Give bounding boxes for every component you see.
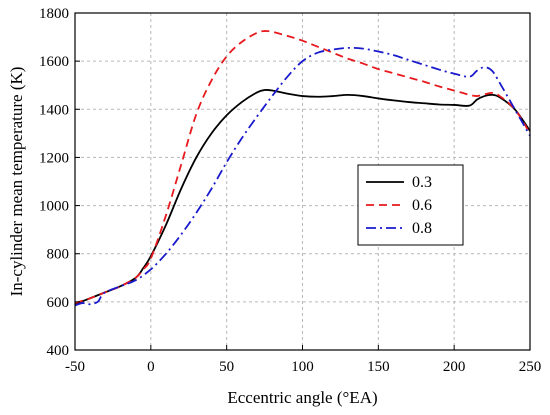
series-line-1 [74,30,531,304]
y-tick-label: 1800 [39,6,69,22]
x-tick-label: 250 [519,359,542,375]
legend-label: 0.3 [412,174,432,191]
x-tick-label: -50 [65,359,85,375]
series-lines [74,30,531,307]
y-tick-label: 800 [47,247,70,263]
axis-ticks: -50 0 50 100 150 200 250 400 600 800 1000 1200 1400 1… [39,6,541,375]
y-axis-title: In-cylinder mean temperature (K) [7,67,26,297]
y-tick-label: 1600 [39,54,69,70]
y-tick-label: 1200 [39,150,69,166]
y-tick-label: 400 [47,343,70,359]
x-tick-label: 50 [219,359,234,375]
x-tick-label: 0 [147,359,155,375]
legend-label: 0.8 [412,220,432,237]
series-line-2 [74,46,531,307]
y-tick-label: 600 [47,295,70,311]
x-tick-label: 150 [367,359,390,375]
x-tick-label: 100 [291,359,314,375]
y-tick-label: 1400 [39,102,69,118]
y-tick-label: 1000 [39,199,69,215]
legend-label: 0.6 [412,197,432,214]
legend: 0.3 0.6 0.8 [357,164,464,246]
series-line-0 [74,88,531,306]
x-axis-title: Eccentric angle (°EA) [227,388,377,407]
x-tick-label: 200 [443,359,466,375]
legend-box [357,164,464,246]
